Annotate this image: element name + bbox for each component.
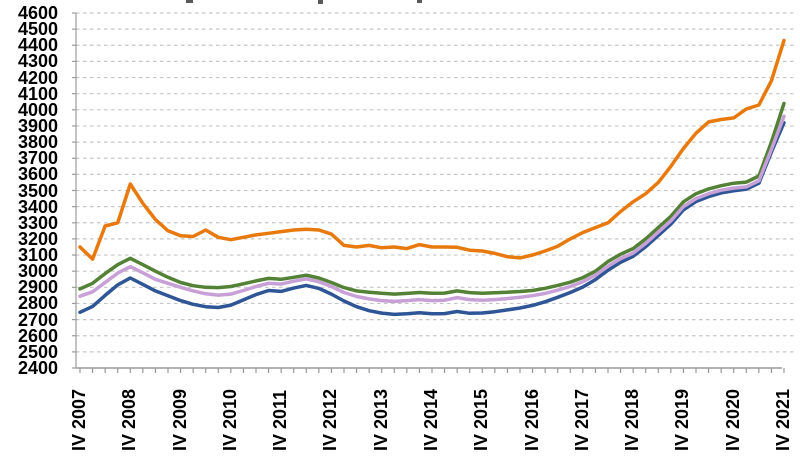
series-orange-line [78,38,786,261]
y-axis-label: 2400 [17,358,58,378]
x-axis-label: IV 2008 [119,388,140,451]
y-axis-label: 4600 [17,3,58,23]
x-axis-label: IV 2017 [571,388,592,451]
y-axis-label: 3600 [17,164,58,185]
x-axis-label: IV 2010 [219,388,240,451]
y-axis-label: 3400 [17,196,58,217]
y-axis-label: 2900 [17,277,58,298]
cropped-title-fragment [186,0,193,3]
x-axis-label: IV 2007 [69,388,89,451]
x-axis-label: IV 2021 [773,388,793,451]
x-axis-label: IV 2020 [722,388,743,451]
x-axis-label: IV 2016 [521,388,542,451]
y-axis-label: 4000 [17,99,58,120]
x-axis-label: IV 2015 [471,388,492,451]
y-axis-label: 3800 [17,132,58,153]
y-axis-label: 4200 [17,67,58,88]
y-axis-label: 2800 [17,293,58,314]
x-axis-label: IV 2014 [421,388,441,451]
x-axis-label: IV 2011 [270,389,291,451]
y-axis-label: 3200 [17,228,58,249]
y-axis-label: 3700 [17,148,58,169]
y-axis-label: 3900 [17,115,58,136]
y-axis-label: 4400 [17,35,58,56]
x-axis-label: IV 2019 [672,388,693,451]
y-axis-label: 3000 [17,261,58,282]
cropped-title-fragment [417,0,422,3]
y-axis-label: 3300 [17,212,58,233]
y-axis-label: 3500 [17,180,58,201]
x-axis-label: IV 2018 [622,388,643,451]
y-axis-label: 4500 [17,19,58,40]
y-axis-label: 2700 [17,309,58,330]
series-blue-line [78,120,786,317]
x-axis-label: IV 2009 [169,388,190,451]
y-axis-label: 3100 [17,245,58,266]
x-axis-label: IV 2012 [320,388,341,451]
y-axis-label: 4300 [17,51,58,72]
cropped-title-fragment [318,0,323,4]
x-axis-label: IV 2013 [370,388,391,451]
y-axis-label: 4100 [17,83,58,104]
series-green-line [78,101,786,296]
y-axis-label: 2600 [17,325,58,346]
series-violet-line [78,114,786,304]
y-axis-label: 2500 [17,341,58,362]
